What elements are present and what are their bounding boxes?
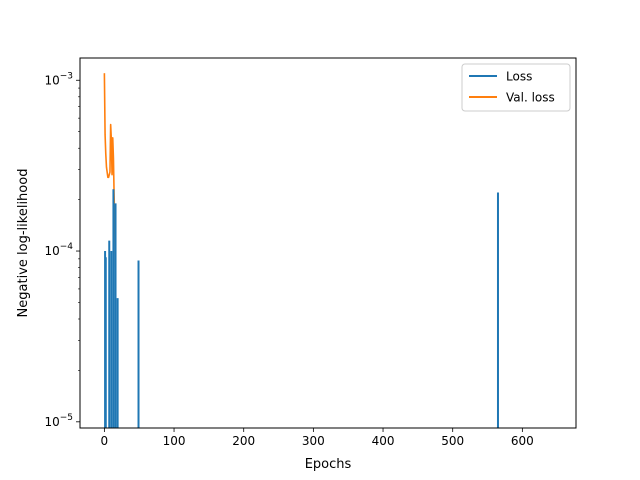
x-axis-label: Epochs [305,457,352,472]
legend: Loss Val. loss [461,63,571,112]
y-tick-label: 10−4 [44,242,73,258]
y-axis: 10−5 10−4 10−3 [44,71,80,429]
x-tick-label: 0 [101,434,109,448]
x-tick-label: 300 [302,434,325,448]
x-tick-label: 200 [232,434,255,448]
y-tick-label: 10−3 [44,71,73,87]
x-tick-label: 500 [441,434,464,448]
plot-frame [79,57,577,429]
y-tick-label: 10−5 [44,413,73,429]
x-axis: 0 100 200 300 400 500 600 [101,428,534,448]
y-axis-label: Negative log-likelihood [16,169,31,318]
legend-label: Val. loss [506,91,555,105]
x-tick-label: 400 [372,434,395,448]
x-tick-label: 600 [511,434,534,448]
x-tick-label: 100 [163,434,186,448]
val-loss-line [103,73,117,268]
legend-label: Loss [506,70,532,84]
series-layer [103,73,499,428]
